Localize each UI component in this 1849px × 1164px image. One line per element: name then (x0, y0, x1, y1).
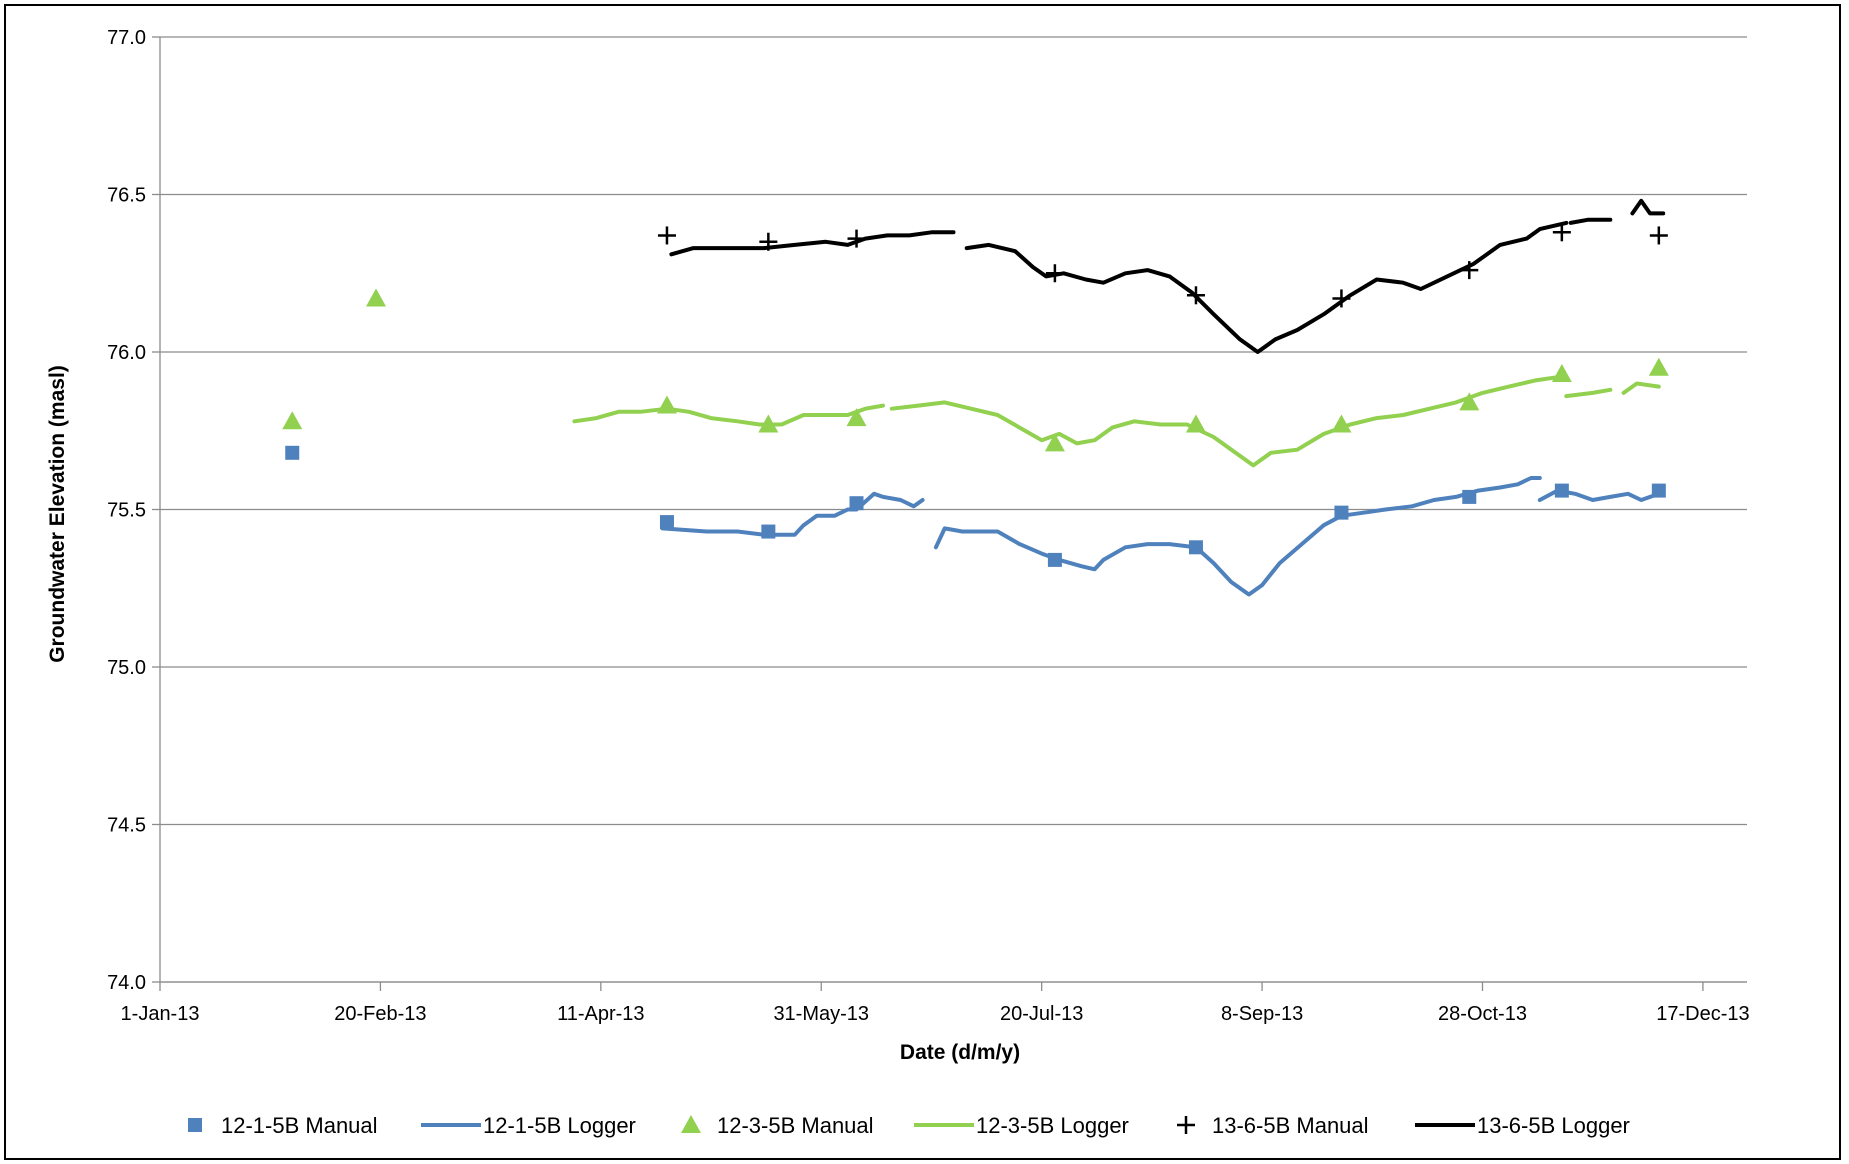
series-12-1-5b-logger (660, 476, 1661, 597)
y-tick-label: 74.5 (107, 815, 146, 837)
y-tick-label: 74.0 (107, 972, 146, 994)
data-point (1331, 414, 1352, 433)
data-point (1552, 223, 1571, 242)
series-12-1-5b-manual (285, 445, 1666, 567)
x-tick-label: 11-Apr-13 (557, 1003, 644, 1025)
data-point (285, 445, 300, 460)
line-chart: 74.0 74.5 75.0 75.5 76.0 76.5 77.0 1-Jan-13 20-F… (46, 27, 1750, 1138)
series-layer (282, 198, 1669, 597)
x-tick-label: 17-Dec-13 (1656, 1003, 1749, 1025)
series-12-3-5b-logger (572, 375, 1661, 468)
series-13-6-5b-logger (669, 198, 1666, 354)
x-axis-title: Date (d/m/y) (900, 1041, 1020, 1064)
axes: 74.0 74.5 75.0 75.5 76.0 76.5 77.0 1-Jan-13 20-F… (107, 27, 1750, 1025)
axis-titles: Date (d/m/y) Groundwater Elevation (masl… (46, 365, 1020, 1064)
data-point (1648, 357, 1669, 376)
y-tick-label: 76.5 (107, 185, 146, 207)
logger-line-segment (933, 476, 1542, 597)
data-point (1186, 286, 1205, 305)
data-point (1462, 489, 1477, 504)
data-point (657, 226, 676, 245)
data-point (761, 524, 776, 539)
logger-line-segment (572, 403, 885, 427)
x-tick-label: 20-Jul-13 (1000, 1003, 1083, 1025)
logger-line-segment (1568, 217, 1613, 225)
data-point (1188, 540, 1203, 555)
data-point (282, 411, 303, 430)
series-12-3-5b-manual (282, 288, 1669, 452)
y-tick-label: 75.0 (107, 657, 146, 679)
legend-entry: 13-6-5B Logger (1415, 1113, 1630, 1138)
data-point (1459, 392, 1480, 411)
logger-line-segment (1621, 381, 1661, 395)
data-point (1554, 483, 1569, 498)
legend-entry: 12-3-5B Logger (914, 1113, 1129, 1138)
data-point (1044, 433, 1065, 452)
logger-line-segment (660, 491, 925, 537)
y-tick-label: 77.0 (107, 27, 146, 49)
legend-entry: 12-1-5B Manual (188, 1113, 378, 1138)
y-axis-title: Groundwater Elevation (masl) (46, 365, 69, 663)
x-tick-label: 31-May-13 (773, 1003, 869, 1025)
legend-label: 12-1-5B Logger (483, 1113, 636, 1138)
x-tick-label: 20-Feb-13 (334, 1003, 426, 1025)
logger-line-segment (669, 230, 956, 257)
data-point (847, 229, 866, 248)
data-point (1047, 552, 1062, 567)
y-tick-label: 75.5 (107, 500, 146, 522)
x-tick-label: 1-Jan-13 (121, 1003, 200, 1025)
legend-entry: 12-1-5B Logger (421, 1113, 636, 1138)
data-point (759, 232, 778, 251)
data-point (1649, 226, 1668, 245)
legend-marker (681, 1115, 701, 1133)
legend-label: 12-3-5B Logger (976, 1113, 1129, 1138)
logger-line-segment (964, 220, 1569, 354)
gridlines (160, 36, 1747, 983)
data-point (1185, 414, 1206, 433)
data-point (1651, 483, 1666, 498)
legend-marker (188, 1118, 202, 1132)
legend: 12-1-5B Manual 12-1-5B Logger 12-3-5B Manu… (188, 1113, 1630, 1138)
y-tick-label: 76.0 (107, 342, 146, 364)
data-point (1045, 264, 1064, 283)
chart-frame: 74.0 74.5 75.0 75.5 76.0 76.5 77.0 1-Jan-13 20-F… (4, 4, 1841, 1160)
data-point (656, 395, 677, 414)
legend-marker (1177, 1116, 1195, 1134)
data-point (366, 288, 387, 307)
data-point (1551, 364, 1572, 383)
legend-entry: 12-3-5B Manual (681, 1113, 874, 1138)
legend-label: 12-1-5B Manual (221, 1113, 378, 1138)
data-point (1460, 261, 1479, 280)
data-point (1334, 505, 1349, 520)
logger-line-segment (889, 375, 1560, 468)
logger-line-segment (1630, 198, 1666, 216)
data-point (849, 496, 864, 511)
data-point (758, 414, 779, 433)
x-tick-label: 28-Oct-13 (1438, 1003, 1527, 1025)
x-tick-label: 8-Sep-13 (1221, 1003, 1303, 1025)
legend-label: 13-6-5B Manual (1212, 1113, 1369, 1138)
data-point (659, 515, 674, 530)
data-point (846, 408, 867, 427)
legend-label: 12-3-5B Manual (717, 1113, 874, 1138)
logger-line-segment (1564, 387, 1613, 399)
legend-label: 13-6-5B Logger (1477, 1113, 1630, 1138)
legend-entry: 13-6-5B Manual (1177, 1113, 1369, 1138)
series-13-6-5b-manual (657, 223, 1668, 308)
data-point (1332, 289, 1351, 308)
